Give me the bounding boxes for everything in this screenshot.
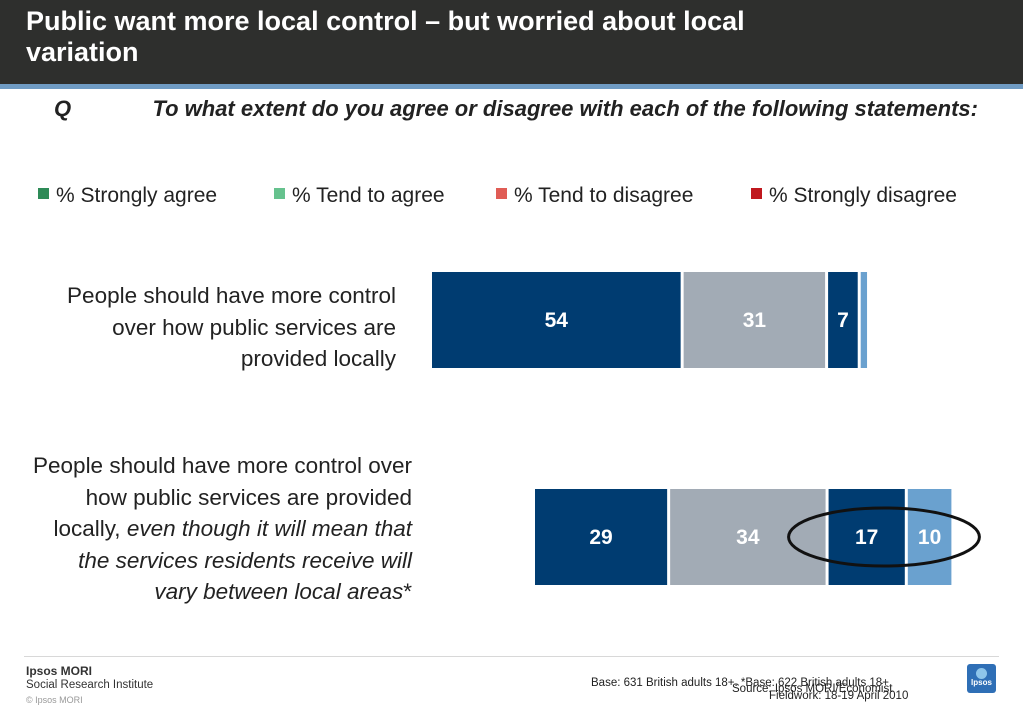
bar-local-control-strongly-disagree [860,272,868,368]
source-note: Source: Ipsos MORI/Economist [732,683,893,695]
fieldwork-note: Fieldwork: 18-19 April 2010 [769,690,909,702]
value-label-local-variation-tend-to-agree: 34 [736,526,760,549]
highlight-ellipse [787,506,981,568]
value-label-local-control-tend-to-agree: 31 [743,309,767,332]
legend-item-tend-to-agree: % Tend to agree [274,183,445,209]
question-label: Q [54,96,72,121]
title-bar: Public want more local control – but wor… [0,0,1023,84]
page-title: Public want more local control – but wor… [26,6,745,67]
row-label-variation-italic: even though it will mean that the servic… [78,516,412,604]
row-label-local-control-text: People should have more control over how… [67,283,396,371]
bar-local-variation-strongly-disagree [907,489,952,585]
row-label-local-control: People should have more control over how… [40,280,396,375]
row-label-variation-asterisk: * [403,579,412,604]
legend-label-strongly-agree: % Strongly agree [56,184,218,207]
legend-swatch-strongly-agree [38,188,49,199]
legend-item-strongly-agree: % Strongly agree [38,183,217,209]
value-label-local-control-strongly-agree: 54 [545,309,569,332]
row-label-variation-text: People should have more control over how… [33,453,412,541]
ipsos-logo: Ipsos [967,664,996,693]
row-label-local-control-variation: People should have more control over how… [30,450,412,608]
footer-divider [24,656,999,657]
bar-local-variation-tend-to-disagree [828,489,905,585]
value-label-local-variation-strongly-disagree: 10 [918,526,941,549]
bar-local-control-strongly-agree [432,272,681,368]
question-text: To what extent do you agree or disagree … [152,96,978,121]
legend-item-strongly-disagree: % Strongly disagree [751,183,957,209]
brand-subtitle: Social Research Institute [26,679,154,691]
copyright-text: © Ipsos MORI [26,695,83,705]
legend-label-tend-to-disagree: % Tend to disagree [514,184,694,207]
legend-swatch-tend-to-agree [274,188,285,199]
legend-item-tend-to-disagree: % Tend to disagree [496,183,693,209]
value-label-local-variation-tend-to-disagree: 17 [855,526,878,549]
value-label-local-variation-strongly-agree: 29 [589,526,612,549]
legend-swatch-strongly-disagree [751,188,762,199]
base-note: Base: 631 British adults 18+. *Base: 622… [591,677,889,689]
title-underline [0,84,1023,89]
legend-label-strongly-disagree: % Strongly disagree [769,184,957,207]
bar-local-control-tend-to-disagree [828,272,858,368]
brand-name: Ipsos MORI [26,664,93,678]
bar-local-variation-strongly-agree [535,489,668,585]
legend-swatch-tend-to-disagree [496,188,507,199]
bar-local-variation-tend-to-agree [670,489,826,585]
legend-label-tend-to-agree: % Tend to agree [292,184,445,207]
value-label-local-control-tend-to-disagree: 7 [837,309,849,332]
bar-local-control-tend-to-agree [683,272,826,368]
